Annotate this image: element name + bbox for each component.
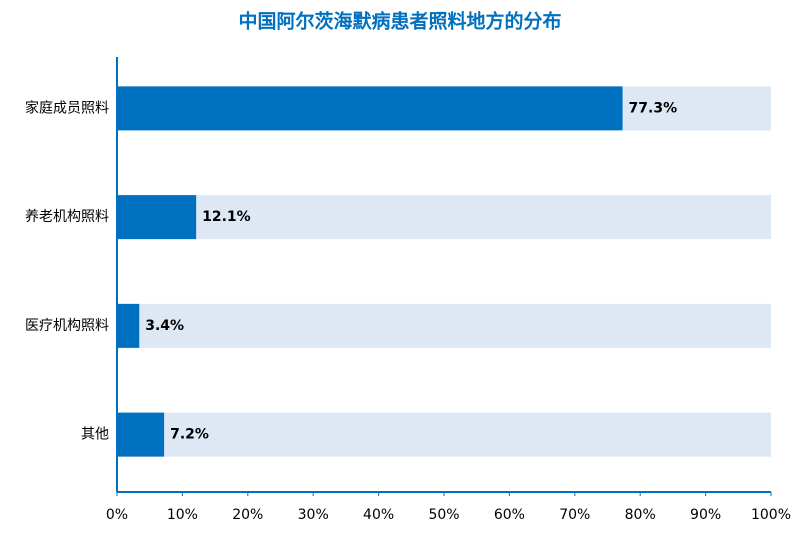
x-tick-label: 30%: [298, 507, 329, 523]
y-tick-label: 家庭成员照料: [25, 99, 109, 116]
bar-background: [117, 303, 771, 348]
x-tick-label: 0%: [106, 507, 128, 523]
bar: [117, 195, 197, 240]
x-tick-label: 50%: [428, 507, 459, 523]
y-tick-label: 其他: [81, 427, 109, 443]
x-tick-label: 90%: [690, 507, 721, 523]
x-tick-label: 20%: [232, 507, 263, 523]
bar: [117, 303, 140, 348]
y-tick-label: 养老机构照料: [25, 209, 109, 225]
data-label: 12.1%: [202, 209, 251, 225]
x-tick-label: 70%: [559, 507, 590, 523]
x-tick-label: 40%: [363, 507, 394, 523]
x-tick-label: 60%: [494, 507, 525, 523]
bar: [117, 86, 623, 131]
data-label: 3.4%: [145, 318, 184, 334]
bar-background: [117, 412, 771, 457]
data-label: 7.2%: [170, 427, 209, 443]
x-tick-label: 80%: [625, 507, 656, 523]
data-label: 77.3%: [629, 100, 678, 116]
bar: [117, 412, 165, 457]
x-tick-label: 100%: [751, 507, 791, 523]
x-tick-label: 10%: [167, 507, 198, 523]
bar-background: [117, 195, 771, 240]
chart-title: 中国阿尔茨海默病患者照料地方的分布: [238, 10, 561, 33]
y-tick-label: 医疗机构照料: [25, 318, 109, 334]
